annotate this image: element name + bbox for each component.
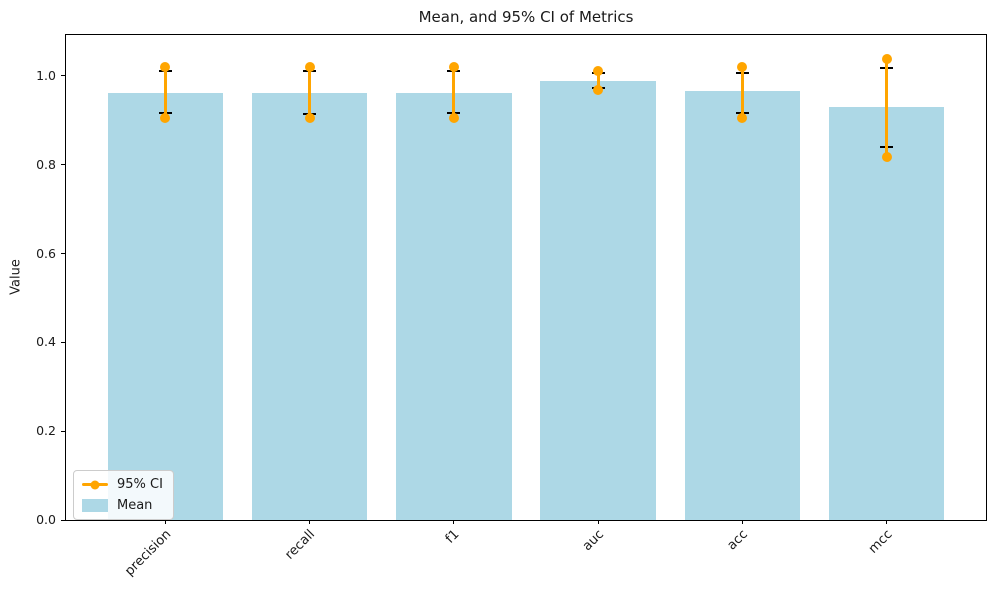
mean-bar	[540, 81, 656, 520]
ci-error-line	[885, 58, 888, 157]
x-axis-tick	[164, 520, 166, 524]
x-axis-tick-label: acc	[724, 527, 751, 554]
plot-area: 95% CI Mean 0.0 0.2 0.4 0.6 0.8 1.0 precision r…	[36, 34, 987, 579]
y-axis-tick	[61, 75, 65, 77]
x-axis-tick-label: mcc	[865, 527, 896, 557]
ci-error-line	[452, 66, 456, 119]
ci-endpoint-dot	[881, 151, 892, 162]
ci-endpoint-dot	[448, 61, 459, 72]
mean-patch-swatch-icon	[82, 499, 108, 512]
y-axis-tick-label: 1.0	[36, 67, 56, 83]
x-axis-tick-label: auc	[579, 527, 607, 555]
ci-dot-icon	[90, 480, 100, 489]
y-axis-tick-label: 0.0	[36, 512, 56, 527]
mean-bar	[684, 91, 800, 520]
legend-label-ci: 95% CI	[117, 477, 163, 492]
y-axis-tick	[61, 341, 65, 343]
ci-endpoint-dot	[448, 113, 459, 124]
legend-label-mean: Mean	[117, 498, 153, 513]
x-axis-tick	[309, 520, 311, 524]
y-axis-tick	[61, 430, 65, 432]
ci-endpoint-dot	[737, 62, 748, 73]
ci-line-swatch-icon	[82, 480, 108, 489]
legend: 95% CI Mean	[73, 470, 174, 520]
mean-bar	[107, 92, 224, 520]
y-axis-tick	[61, 164, 65, 166]
y-axis-tick-label: 0.6	[36, 245, 56, 261]
ci-endpoint-dot	[593, 84, 604, 95]
mean-bar	[252, 92, 368, 520]
y-axis-tick	[61, 519, 65, 521]
ci-endpoint-dot	[304, 61, 315, 72]
ci-error-line	[596, 71, 600, 90]
ci-endpoint-dot	[593, 66, 604, 77]
legend-item-ci: 95% CI	[82, 477, 163, 492]
y-axis-tick-label: 0.8	[36, 156, 56, 172]
ci-error-line	[163, 66, 167, 119]
ci-endpoint-dot	[160, 61, 171, 72]
ci-error-line	[740, 67, 744, 118]
ci-endpoint-dot	[304, 113, 315, 124]
mean-bar	[396, 92, 512, 520]
y-axis-tick-label: 0.4	[36, 334, 56, 350]
ci-endpoint-dot	[881, 53, 892, 64]
x-axis-tick	[886, 520, 887, 524]
y-axis-tick-label: 0.2	[36, 423, 56, 439]
legend-item-mean: Mean	[82, 498, 163, 513]
x-axis-tick-label: f1	[442, 527, 463, 547]
x-axis-tick	[453, 520, 455, 524]
x-axis-tick	[597, 520, 599, 524]
mean-bar	[828, 106, 945, 520]
ci-error-line	[308, 66, 312, 119]
x-axis-tick	[741, 520, 743, 524]
chart-title: Mean, and 95% CI of Metrics	[418, 8, 634, 26]
ci-endpoint-dot	[737, 112, 748, 123]
y-axis-label: Value	[8, 259, 24, 295]
x-axis-tick-label: precision	[122, 527, 175, 580]
ci-endpoint-dot	[160, 113, 171, 124]
x-axis-tick-label: recall	[282, 527, 319, 563]
y-axis-tick	[61, 253, 65, 255]
